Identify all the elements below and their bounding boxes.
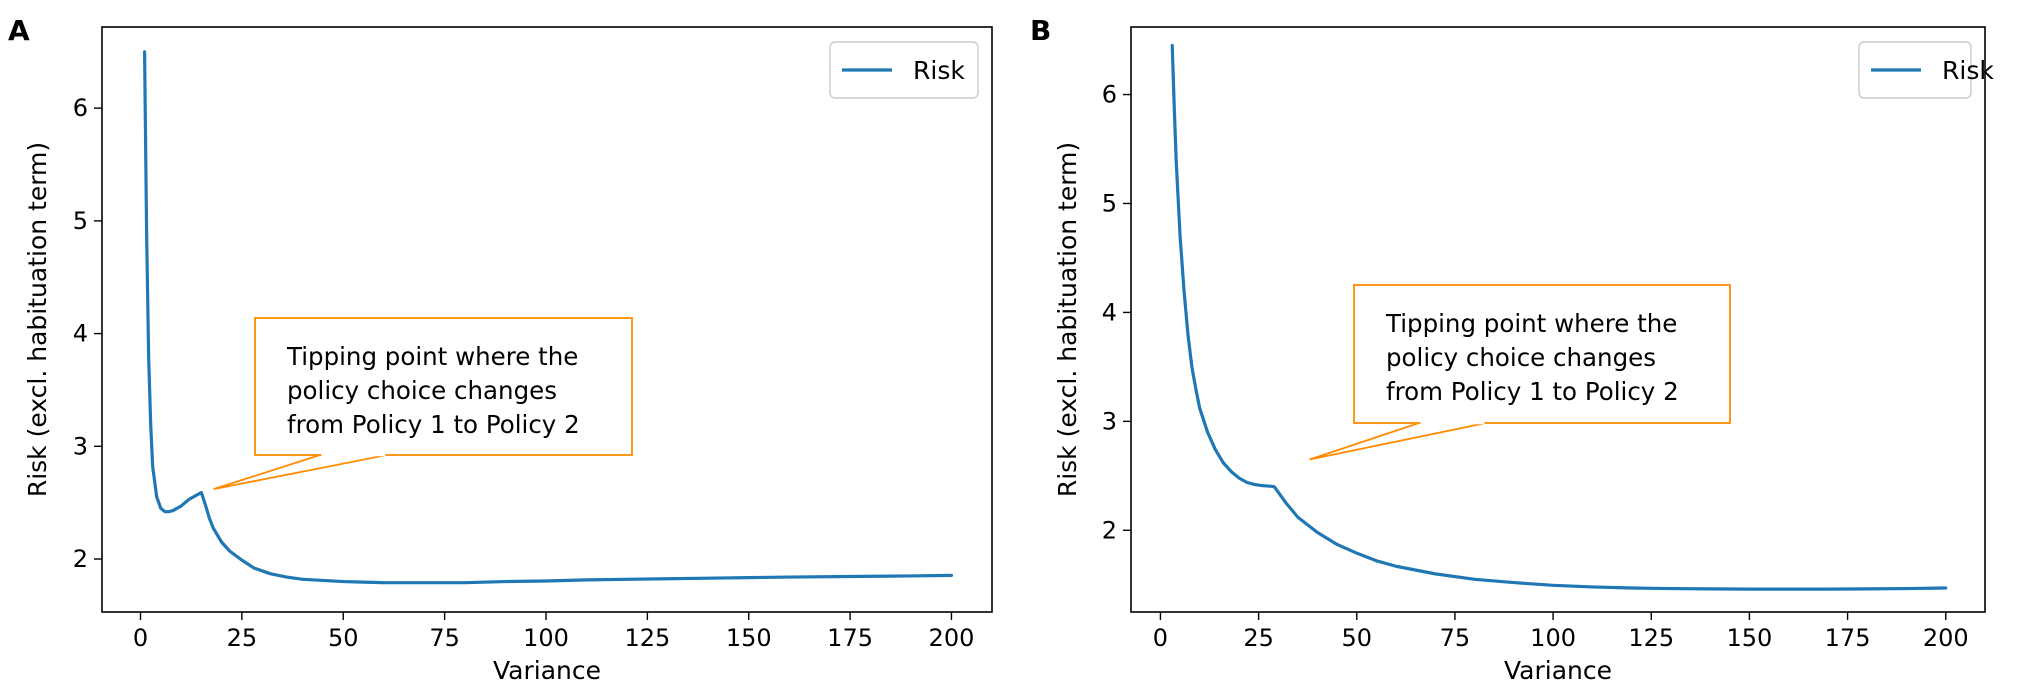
panel-letter-b: B xyxy=(1030,14,1051,47)
callout-text-line: policy choice changes xyxy=(287,376,557,405)
x-tick-label: 0 xyxy=(1153,624,1168,652)
y-axis-label: Risk (excl. habituation term) xyxy=(23,142,52,497)
callout-pointer xyxy=(1309,422,1487,461)
y-tick-label: 3 xyxy=(1102,407,1117,435)
x-tick-label: 175 xyxy=(1825,624,1871,652)
y-tick-label: 4 xyxy=(1102,298,1117,326)
y-tick-label: 5 xyxy=(1102,189,1117,217)
callout-text-line: Tipping point where the xyxy=(1385,309,1677,338)
risk-series-line xyxy=(142,50,954,585)
x-tick-label: 150 xyxy=(726,624,772,652)
x-tick-label: 25 xyxy=(227,624,258,652)
callout-text-line: from Policy 1 to Policy 2 xyxy=(287,410,580,439)
x-tick-label: 200 xyxy=(929,624,975,652)
callout-text-line: from Policy 1 to Policy 2 xyxy=(1386,377,1679,406)
plot-frame xyxy=(101,26,993,613)
annotation-callout: Tipping point where the policy choice cha… xyxy=(213,317,633,491)
chart-panel-a: A 0 25 50 75 100 125 150 175 200 2 3 4 5 6 Variance Ris… xyxy=(8,14,993,685)
annotation-callout: Tipping point where the policy choice cha… xyxy=(1309,284,1731,461)
y-tick-label: 3 xyxy=(73,432,88,460)
y-tick-label: 2 xyxy=(1102,516,1117,544)
legend-label: Risk xyxy=(1942,56,1994,85)
callout-pointer xyxy=(213,454,388,491)
legend-box xyxy=(829,41,979,99)
x-tick-label: 0 xyxy=(133,624,148,652)
x-tick-label: 75 xyxy=(1440,624,1471,652)
panel-letter-a: A xyxy=(8,14,30,47)
y-tick-label: 2 xyxy=(73,545,88,573)
x-tick-label: 50 xyxy=(328,624,359,652)
callout-box xyxy=(254,317,633,456)
x-tick-label: 25 xyxy=(1243,624,1274,652)
x-tick-label: 125 xyxy=(624,624,670,652)
legend: Risk xyxy=(1858,41,1994,99)
x-axis-label: Variance xyxy=(493,656,601,685)
x-tick-label: 150 xyxy=(1727,624,1773,652)
callout-text-line: Tipping point where the xyxy=(286,342,578,371)
x-tick-label: 100 xyxy=(523,624,569,652)
y-tick-label: 6 xyxy=(1102,81,1117,109)
x-tick-label: 50 xyxy=(1341,624,1372,652)
x-tick-label: 175 xyxy=(827,624,873,652)
risk-series-line xyxy=(1170,43,1948,591)
y-tick-label: 4 xyxy=(73,320,88,348)
plot-frame xyxy=(1130,26,1986,613)
x-tick-label: 75 xyxy=(429,624,460,652)
x-tick-label: 200 xyxy=(1923,624,1969,652)
y-tick-label: 5 xyxy=(73,207,88,235)
callout-box xyxy=(1353,284,1731,424)
x-tick-label: 100 xyxy=(1530,624,1576,652)
legend-label: Risk xyxy=(913,56,965,85)
legend: Risk xyxy=(829,41,979,99)
chart-panel-b: B 0 25 50 75 100 125 150 175 200 2 3 4 5 6 Variance Ris… xyxy=(1030,14,1994,685)
y-tick-label: 6 xyxy=(73,94,88,122)
x-axis-label: Variance xyxy=(1504,656,1612,685)
y-axis-label: Risk (excl. habituation term) xyxy=(1053,142,1082,497)
callout-text-line: policy choice changes xyxy=(1386,343,1656,372)
x-tick-label: 125 xyxy=(1628,624,1674,652)
